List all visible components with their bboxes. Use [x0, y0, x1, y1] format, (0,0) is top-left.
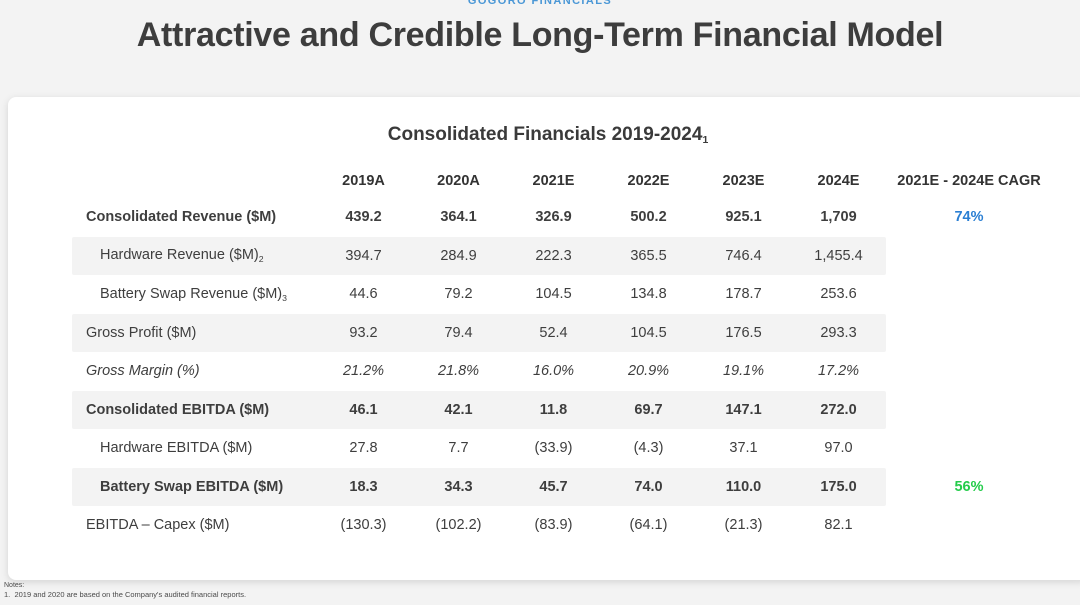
- table-row: EBITDA – Capex ($M) (130.3) (102.2) (83.9) (…: [72, 506, 1080, 545]
- footnotes: Notes: 1. 2019 and 2020 are based on the…: [4, 581, 246, 601]
- row-value: 1,709: [820, 209, 857, 226]
- row-value: (21.3): [724, 517, 763, 534]
- row-value: (4.3): [633, 440, 664, 457]
- row-value: 110.0: [725, 478, 762, 495]
- row-value: 17.2%: [817, 363, 860, 380]
- row-value: 284.9: [440, 247, 477, 264]
- row-cagr: 56%: [954, 478, 984, 495]
- row-value: 178.7: [725, 286, 762, 303]
- row-value: 104.5: [535, 286, 572, 303]
- row-value: 21.2%: [342, 363, 385, 380]
- row-value: 74.0: [634, 478, 663, 495]
- row-value: 79.4: [444, 324, 473, 341]
- table-header-row: 2019A 2020A 2021E 2022E 2023E 2024E 2021E - 20…: [72, 166, 1080, 196]
- row-value: 69.7: [634, 401, 663, 418]
- column-header: 2024E: [817, 173, 860, 190]
- row-label: Hardware Revenue ($M)2: [100, 247, 264, 265]
- row-value: 222.3: [535, 247, 572, 264]
- row-value: 293.3: [820, 324, 857, 341]
- table-title: Consolidated Financials 2019-20241: [8, 124, 1080, 146]
- row-value: (83.9): [534, 517, 573, 534]
- row-value: 20.9%: [627, 363, 670, 380]
- page-title: Attractive and Credible Long-Term Financ…: [136, 16, 944, 54]
- row-value: 147.1: [725, 401, 762, 418]
- column-header: 2022E: [627, 173, 670, 190]
- row-value: 45.7: [539, 478, 568, 495]
- table-row: Battery Swap Revenue ($M)3 44.6 79.2 104.5 1…: [72, 275, 1080, 314]
- row-label: EBITDA – Capex ($M): [86, 517, 230, 534]
- row-label-footnote: 3: [282, 292, 287, 303]
- row-value: 7.7: [448, 440, 469, 457]
- row-value: 44.6: [349, 286, 378, 303]
- row-value: 439.2: [345, 209, 382, 226]
- row-value: 21.8%: [437, 363, 480, 380]
- row-label: Consolidated EBITDA ($M): [86, 401, 270, 418]
- row-value: 93.2: [349, 324, 378, 341]
- column-header: 2020A: [437, 173, 480, 190]
- table-row: Hardware EBITDA ($M) 27.8 7.7 (33.9) (4.3) 37…: [72, 429, 1080, 468]
- table-row: Consolidated Revenue ($M) 439.2 364.1 326.9…: [72, 198, 1080, 237]
- row-value: 16.0%: [532, 363, 575, 380]
- row-value: 326.9: [535, 209, 572, 226]
- row-value: 79.2: [444, 286, 473, 303]
- table-row: Gross Profit ($M) 93.2 79.4 52.4 104.5 176.5 2…: [72, 313, 1080, 353]
- eyebrow-label: GOGORO FINANCIALS: [467, 0, 613, 7]
- row-value: 925.1: [725, 209, 762, 226]
- row-value: (33.9): [534, 440, 573, 457]
- row-value: 37.1: [729, 440, 758, 457]
- row-value: 175.0: [820, 478, 857, 495]
- row-value: 104.5: [630, 324, 667, 341]
- row-value: 42.1: [444, 401, 473, 418]
- financials-table: 2019A 2020A 2021E 2022E 2023E 2024E 2021E - 20…: [72, 166, 1080, 545]
- row-value: 746.4: [725, 247, 762, 264]
- column-header: 2023E: [722, 173, 765, 190]
- table-row: Battery Swap EBITDA ($M) 18.3 34.3 45.7 74.0…: [72, 467, 1080, 507]
- row-value: 364.1: [440, 209, 477, 226]
- row-value: 18.3: [349, 478, 378, 495]
- row-value: 365.5: [630, 247, 667, 264]
- row-value: 176.5: [725, 324, 762, 341]
- column-header: 2019A: [342, 173, 385, 190]
- row-value: 1,455.4: [814, 247, 863, 264]
- row-label-footnote: 2: [258, 254, 264, 265]
- row-value: 500.2: [630, 209, 667, 226]
- table-title-text: Consolidated Financials 2019-2024: [387, 124, 703, 145]
- table-row: Hardware Revenue ($M)2 394.7 284.9 222.3 365…: [72, 236, 1080, 276]
- row-label: Gross Margin (%): [86, 363, 200, 380]
- row-value: 394.7: [345, 247, 382, 264]
- row-value: 34.3: [444, 478, 473, 495]
- column-header-cagr: 2021E - 2024E CAGR: [897, 173, 1041, 190]
- row-label: Battery Swap EBITDA ($M): [100, 478, 284, 495]
- footnote-item: 1. 2019 and 2020 are based on the Compan…: [4, 590, 247, 600]
- financials-card: Consolidated Financials 2019-20241 2019A…: [8, 97, 1080, 580]
- row-cagr: 74%: [954, 209, 984, 226]
- row-label: Gross Profit ($M): [86, 324, 197, 341]
- column-header: 2021E: [532, 173, 575, 190]
- row-value: 11.8: [539, 401, 568, 418]
- table-title-footnote: 1: [702, 135, 709, 147]
- row-value: 52.4: [539, 324, 568, 341]
- row-value: 134.8: [630, 286, 667, 303]
- row-value: 253.6: [820, 286, 857, 303]
- table-row: Consolidated EBITDA ($M) 46.1 42.1 11.8 69.7…: [72, 390, 1080, 430]
- footnotes-heading: Notes:: [4, 582, 25, 589]
- row-value: 19.1%: [722, 363, 765, 380]
- row-value: (64.1): [629, 517, 668, 534]
- row-value: (102.2): [435, 517, 482, 534]
- row-label: Consolidated Revenue ($M): [86, 209, 277, 226]
- row-value: 82.1: [824, 517, 853, 534]
- row-label: Hardware EBITDA ($M): [100, 440, 253, 457]
- row-value: 27.8: [349, 440, 378, 457]
- row-value: 46.1: [349, 401, 378, 418]
- table-row: Gross Margin (%) 21.2% 21.8% 16.0% 20.9% 19.1…: [72, 352, 1080, 391]
- row-label: Battery Swap Revenue ($M)3: [100, 285, 287, 303]
- row-value: 272.0: [820, 401, 857, 418]
- row-value: 97.0: [824, 440, 853, 457]
- row-value: (130.3): [340, 517, 387, 534]
